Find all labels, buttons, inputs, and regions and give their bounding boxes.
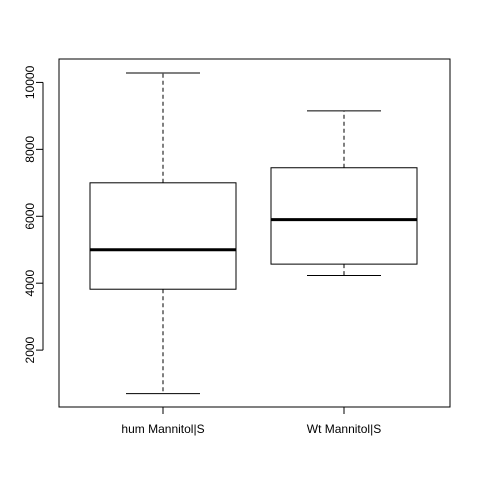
- iqr-box: [89, 182, 237, 290]
- y-tick-label: 4000: [23, 270, 37, 297]
- box-group: [270, 110, 418, 276]
- y-tick-label: 10000: [23, 65, 37, 99]
- y-tick-label: 8000: [23, 136, 37, 163]
- y-tick-label: 6000: [23, 203, 37, 230]
- y-axis: 2000 4000 6000 8000 10000: [23, 65, 44, 363]
- y-tick-label: 2000: [23, 336, 37, 363]
- x-tick-label: hum Mannitol|S: [121, 422, 204, 436]
- iqr-box: [270, 167, 418, 265]
- plot-frame: [58, 58, 451, 408]
- x-tick-label: Wt Mannitol|S: [307, 422, 381, 436]
- x-axis: hum Mannitol|S Wt Mannitol|S: [121, 407, 381, 436]
- box-group: [89, 72, 237, 395]
- boxes-layer: [89, 72, 418, 395]
